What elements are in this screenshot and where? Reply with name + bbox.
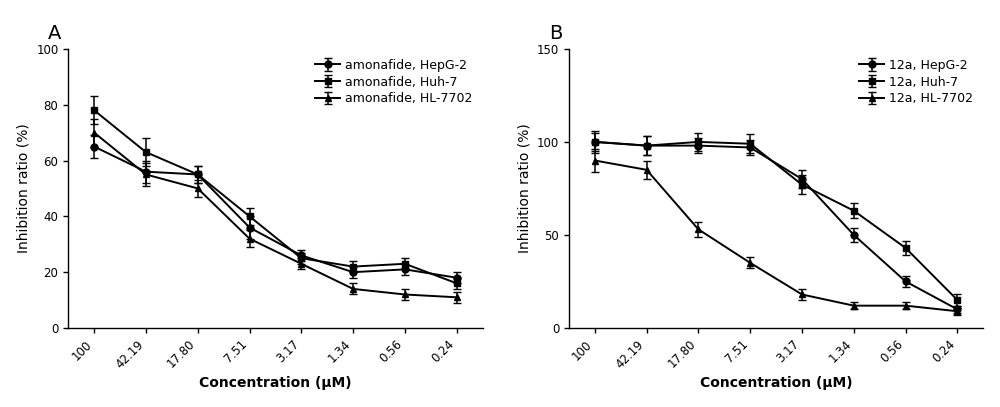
Y-axis label: Inhibition ratio (%): Inhibition ratio (%)	[17, 124, 31, 253]
X-axis label: Concentration (μM): Concentration (μM)	[700, 376, 852, 390]
Text: B: B	[549, 24, 562, 44]
X-axis label: Concentration (μM): Concentration (μM)	[199, 376, 352, 390]
Legend: amonafide, HepG-2, amonafide, Huh-7, amonafide, HL-7702: amonafide, HepG-2, amonafide, Huh-7, amo…	[312, 55, 476, 109]
Y-axis label: Inhibition ratio (%): Inhibition ratio (%)	[517, 124, 531, 253]
Text: A: A	[48, 24, 62, 44]
Legend: 12a, HepG-2, 12a, Huh-7, 12a, HL-7702: 12a, HepG-2, 12a, Huh-7, 12a, HL-7702	[856, 55, 977, 109]
